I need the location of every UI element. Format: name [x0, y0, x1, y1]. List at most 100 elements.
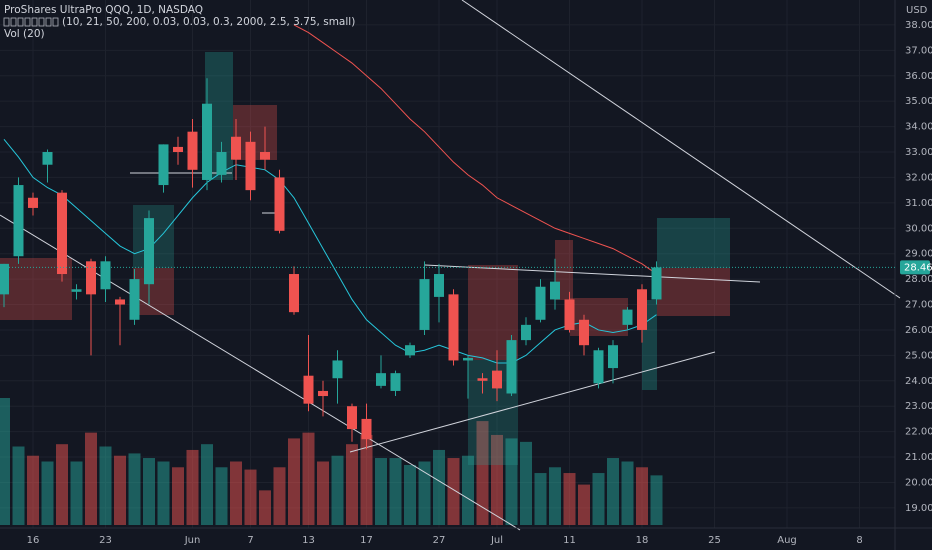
candle-body — [535, 286, 546, 320]
trend-line — [349, 351, 716, 453]
moving-average — [293, 24, 657, 275]
x-tick-label: 8 — [856, 535, 862, 546]
candle-body — [463, 357, 473, 361]
candle-body — [0, 263, 9, 295]
candle-body — [115, 299, 125, 305]
volume-bar — [520, 441, 532, 525]
volume-bar — [462, 455, 474, 525]
volume-bar — [70, 461, 83, 525]
x-tick-label: Jul — [490, 535, 503, 546]
volume-bar — [534, 473, 547, 525]
volume-bar — [592, 473, 605, 525]
volume-bar — [433, 449, 445, 525]
y-tick-label: 30.00 — [905, 223, 932, 234]
volume-bar — [288, 438, 300, 525]
candle-body — [13, 185, 24, 257]
candle-body — [651, 267, 662, 300]
volume-bar — [12, 446, 25, 525]
drawings — [0, 0, 901, 531]
candle-body — [564, 299, 575, 330]
candle-body — [332, 360, 343, 379]
last-price-badge — [900, 260, 930, 275]
y-tick-label: 38.00 — [905, 20, 932, 31]
candle-body — [492, 370, 502, 389]
volume-bar — [157, 461, 170, 525]
volume-bar — [215, 467, 228, 525]
y-tick-label: 31.00 — [905, 198, 932, 209]
volume-bar — [41, 461, 54, 525]
y-tick-label: 22.00 — [905, 427, 932, 438]
volume-bar — [360, 434, 373, 525]
y-tick-label: 36.00 — [905, 71, 932, 82]
volume-bar — [0, 398, 10, 525]
y-tick-label: 20.00 — [905, 477, 932, 488]
y-tick-label: 33.00 — [905, 147, 932, 158]
candle-body — [506, 340, 517, 394]
candle-body — [434, 274, 444, 297]
x-tick-label: 17 — [360, 535, 373, 546]
candle-body — [361, 418, 372, 440]
y-tick-label: 32.00 — [905, 172, 932, 183]
candle-body — [521, 324, 531, 341]
candle-body — [173, 146, 183, 153]
candle-body — [274, 177, 285, 231]
x-tick-label: 13 — [302, 535, 315, 546]
candle-body — [405, 345, 415, 356]
candle-body — [347, 406, 357, 430]
x-tick-label: Jun — [184, 535, 201, 546]
candle-body — [419, 279, 430, 330]
x-tick-label: 16 — [27, 535, 40, 546]
y-tick-label: 23.00 — [905, 401, 932, 412]
volume-bar — [578, 484, 590, 525]
volume-bar — [143, 458, 155, 525]
volume-bar — [128, 453, 141, 525]
x-tick-label: 11 — [563, 535, 576, 546]
candle-body — [187, 131, 198, 170]
candle-body — [303, 375, 314, 404]
x-tick-label: 18 — [636, 535, 649, 546]
y-tick-label: 29.00 — [905, 249, 932, 260]
candle-body — [71, 289, 82, 292]
volume-bar — [56, 444, 68, 525]
y-tick-label: 21.00 — [905, 452, 932, 463]
y-tick-label: 26.00 — [905, 325, 932, 336]
y-tick-label: 35.00 — [905, 96, 932, 107]
candle-body — [289, 274, 299, 313]
volume-bar — [331, 455, 344, 525]
currency: USD — [906, 5, 928, 16]
candle-body — [608, 345, 618, 369]
volume-label: Vol (20) — [4, 28, 45, 40]
x-tick-label: 25 — [708, 535, 721, 546]
plot — [0, 24, 662, 450]
volume-bar — [636, 467, 648, 525]
candle-body — [448, 294, 459, 361]
x-tick-label: 7 — [247, 535, 253, 546]
volume-bar — [375, 458, 387, 525]
volume-bar — [172, 467, 184, 525]
candle-body — [100, 261, 111, 290]
volume-bar — [447, 458, 460, 525]
candle-body — [260, 152, 270, 160]
candle-body — [202, 103, 212, 180]
candle-body — [477, 378, 488, 381]
candle-body — [129, 279, 140, 320]
volume-bar — [418, 461, 431, 525]
volume-bar — [317, 461, 329, 525]
volume-bar — [491, 434, 503, 525]
candle-body — [231, 136, 241, 160]
volume-bar — [99, 446, 112, 525]
candle-body — [144, 218, 154, 285]
candle-body — [216, 152, 227, 175]
volume-bar — [201, 444, 213, 525]
candle-body — [390, 373, 401, 391]
candle-body — [579, 319, 589, 346]
moving-average — [3, 138, 657, 364]
y-tick-label: 24.00 — [905, 376, 932, 387]
header-title: ProShares UltraPro QQQ, 1D, NASDAQ — [4, 4, 203, 16]
x-tick-label: 27 — [433, 535, 446, 546]
candle-body — [622, 309, 633, 325]
trend-line — [461, 0, 901, 299]
volume-bar — [563, 473, 576, 525]
candle-body — [28, 197, 38, 208]
